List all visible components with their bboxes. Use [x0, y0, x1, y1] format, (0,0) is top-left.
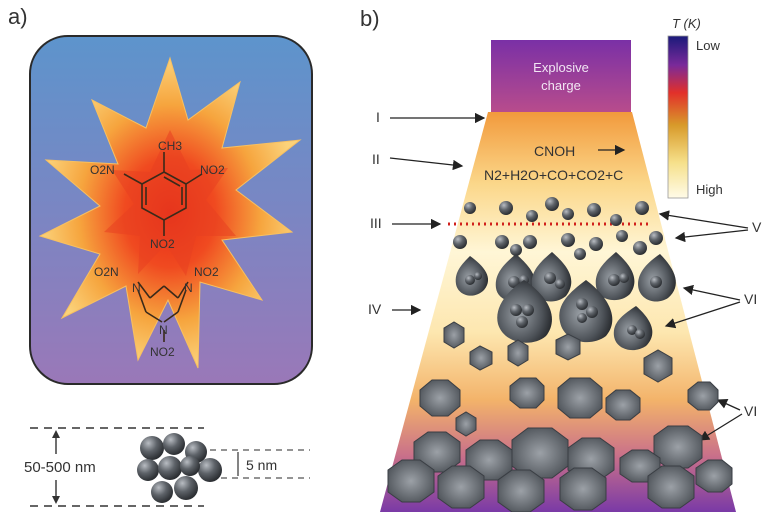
no2-right-label: NO2 [200, 163, 225, 177]
panel-b-label: b) [360, 6, 380, 31]
label-IV: IV [368, 301, 382, 317]
arrow-VI-b1 [716, 399, 741, 411]
no2-ring-right-label: NO2 [194, 265, 219, 279]
arrow-II [389, 157, 464, 171]
panel-a-label: a) [8, 4, 28, 29]
cnoh-label: CNOH [534, 143, 575, 159]
n-bottom-label: N [159, 323, 168, 337]
no2-ring-bottom-label: NO2 [150, 345, 175, 359]
nanodiamond-crystals [387, 321, 733, 512]
rdx-molecule [137, 281, 189, 342]
label-III: III [370, 215, 382, 231]
label-II: II [372, 151, 380, 167]
explosion-core [104, 130, 236, 276]
tnt-molecule [123, 152, 203, 236]
ch3-label: CH3 [158, 139, 182, 153]
arrow-V-b [674, 229, 749, 243]
arrow-V-a [658, 210, 749, 229]
charge-line-1: Explosive [533, 60, 589, 75]
nanodiamond-cluster [137, 433, 222, 503]
explosive-charge-box [491, 40, 631, 112]
label-VI-b: VI [744, 403, 757, 419]
o2n-ring-left-label: O2N [94, 265, 119, 279]
carbon-droplets [455, 252, 676, 351]
scale-arrow-down-head [52, 496, 60, 504]
temp-title: T (K) [672, 16, 701, 31]
o2n-left-label: O2N [90, 163, 115, 177]
arrow-VI-a2 [664, 301, 741, 329]
no2-bottom-label: NO2 [150, 237, 175, 251]
products-label: N2+H2O+CO+CO2+C [484, 167, 623, 183]
charge-line-2: charge [541, 78, 581, 93]
scale-arrow-up-head [52, 430, 60, 438]
scale-small-label: 5 nm [246, 457, 277, 473]
arrow-VI-a1 [682, 284, 741, 301]
label-I: I [376, 109, 380, 125]
arrow-VI-b2 [698, 413, 743, 441]
temp-high-label: High [696, 182, 723, 197]
n-right-label: N [184, 281, 193, 295]
label-VI-a: VI [744, 291, 757, 307]
temp-low-label: Low [696, 38, 720, 53]
carbon-clusters-small [453, 197, 663, 260]
temperature-colorbar [667, 35, 689, 199]
label-V: V [752, 219, 762, 235]
scale-large-label: 50-500 nm [24, 459, 96, 476]
n-left-label: N [132, 281, 141, 295]
